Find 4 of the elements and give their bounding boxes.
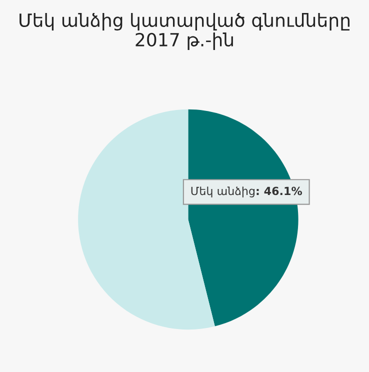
chart-title: Մեկ անձից կատարված գնումները 2017 թ.-ին — [20, 13, 350, 50]
data-label: : 46.1% — [256, 186, 302, 196]
pie-slice — [78, 109, 215, 330]
slice-label: Մեկ անձից — [191, 186, 254, 198]
